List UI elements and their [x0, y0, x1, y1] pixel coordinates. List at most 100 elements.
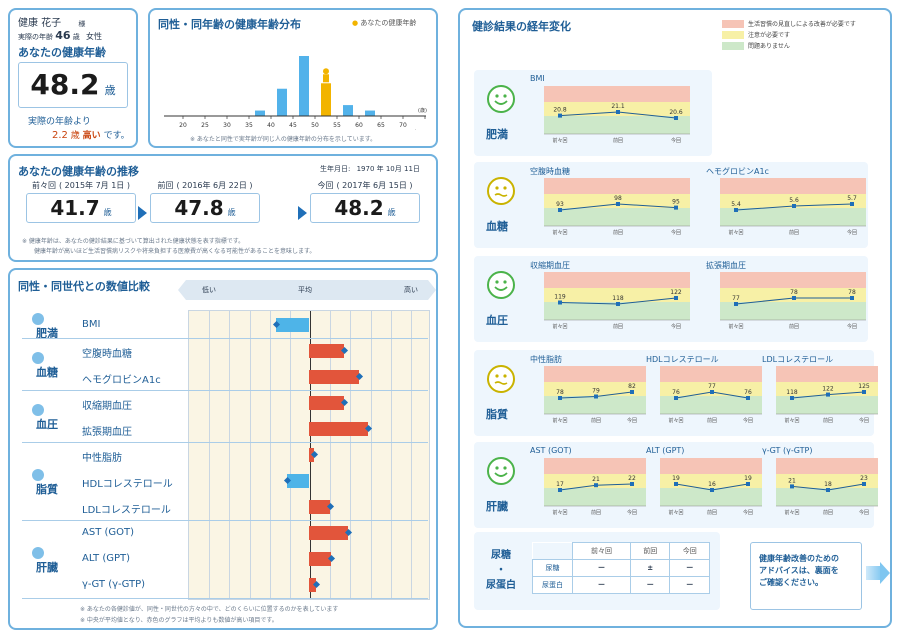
urine-cell: ±	[629, 559, 671, 577]
band-caution	[660, 382, 762, 396]
band-normal	[776, 396, 878, 414]
chart-value: 19	[672, 475, 680, 482]
bottle-icon	[32, 469, 44, 481]
distribution-bar	[255, 110, 265, 116]
band-caution	[544, 288, 690, 302]
distribution-bar	[365, 110, 375, 116]
tick-label: 40	[267, 122, 275, 129]
chart-value: 118	[612, 295, 624, 302]
band-high	[776, 366, 878, 382]
scale-low: 低い	[202, 286, 216, 294]
urine-row-label: 尿蛋白	[532, 576, 573, 594]
legend-swatch	[722, 41, 744, 50]
chart-x-label: 今回	[847, 229, 857, 236]
chart-point	[630, 482, 634, 486]
trend-title: あなたの健康年齢の推移	[18, 165, 139, 178]
history-chart-title: ALT (GPT)	[646, 446, 685, 455]
chart-point	[674, 482, 678, 486]
comparison-note-2: ※ 中央が平均値となり、赤色のグラフは平均よりも数値が高い項目です。	[80, 617, 278, 624]
urine-col-1: 前回	[629, 542, 671, 560]
chart-x-label: 今回	[847, 323, 857, 330]
health-age-unit: 歳	[104, 84, 116, 97]
distribution-legend: あなたの健康年齢	[360, 19, 417, 27]
health-age-value-box: 48.2 歳	[18, 62, 128, 108]
band-high	[544, 178, 690, 194]
face-outline	[487, 365, 515, 393]
chart-value: 21	[788, 477, 796, 484]
chart-value: 82	[628, 383, 636, 390]
chart-value: 5.4	[731, 201, 741, 208]
chart-x-label: 前回	[789, 323, 799, 330]
comparison-scale: 低い 平均 高い	[178, 280, 436, 300]
urine-cell: ー	[629, 576, 671, 594]
chart-x-label: 前々回	[552, 229, 567, 236]
diff-note-prefix: 実際の年齢より	[28, 117, 91, 127]
face-mouth	[494, 193, 508, 197]
grid-line	[390, 311, 392, 599]
face-eye	[503, 186, 507, 190]
legend-item: 注意が必要です	[722, 29, 856, 40]
chart-value: 79	[592, 388, 600, 395]
band-high	[660, 366, 762, 382]
trend-note-1: ※ 健康年齢は、あなたの健診結果に基づいて算出された健康状態を表す指標です。	[22, 238, 245, 245]
chart-x-label: 前々回	[728, 229, 743, 236]
chart-point	[710, 390, 714, 394]
history-title: 健診結果の経年変化	[472, 20, 571, 33]
history-chart: 17 前々回 21 前回 22 今回	[544, 458, 646, 516]
category-divider	[22, 520, 428, 521]
urine-col-2: 今回	[669, 542, 710, 560]
distribution-chart: 20 25 30 35 40 45 50 55 60 65 70 (歳) 以上	[164, 56, 427, 130]
chart-x-label: 前々回	[728, 323, 743, 330]
trend-arrow-icon	[138, 206, 147, 220]
diff-unit: 歳	[70, 131, 80, 141]
chart-x-label: 前々回	[552, 137, 567, 144]
urine-row-protein: 尿蛋白 ー ー ー	[532, 576, 710, 594]
chart-value: 76	[744, 389, 752, 396]
urine-header-row: 前々回 前回 今回	[532, 542, 710, 560]
face-mouth	[494, 286, 508, 291]
patient-name: 健康 花子	[18, 18, 62, 29]
chart-value: 77	[732, 295, 740, 302]
diff-word: 高い	[82, 131, 101, 141]
chart-x-label: 前々回	[552, 509, 567, 516]
chart-point	[558, 300, 562, 305]
chart-value: 78	[790, 289, 798, 296]
comparison-item-label: γ-GT (γ-GTP)	[82, 579, 146, 590]
trend-entry-2: 今回( 2017年 6月 15日 ) 48.2 歳	[310, 180, 420, 232]
chart-x-label: 前回	[591, 417, 601, 424]
advice-box[interactable]: 健康年齢改善のための アドバイスは、裏面を ご確認ください。	[750, 542, 862, 610]
grid-line	[350, 311, 352, 599]
history-chart: 119 前々回 118 前回 122 今回	[544, 272, 690, 330]
urine-card: 尿糖 ・ 尿蛋白 前々回 前回 今回 尿糖 ー ± ー 尿蛋白 ー ー ー	[474, 532, 720, 610]
face-eye	[503, 280, 507, 284]
urine-table: 前々回 前回 今回 尿糖 ー ± ー 尿蛋白 ー ー ー	[532, 542, 710, 594]
comparison-bar	[309, 422, 369, 436]
comparison-item-label: 中性脂肪	[82, 453, 122, 464]
chart-x-label: 今回	[859, 417, 869, 424]
band-high	[660, 458, 762, 474]
history-category: 脂質	[486, 408, 508, 421]
history-category: 肝臓	[486, 500, 508, 513]
age-unit: 歳	[72, 33, 80, 41]
diff-suffix: です。	[103, 131, 130, 141]
chart-x-label: 前々回	[668, 417, 683, 424]
history-chart: 77 前々回 78 前回 78 今回	[720, 272, 866, 330]
person-icon: ●	[352, 19, 359, 27]
trend-entry-0: 前々回( 2015年 7月 1日 ) 41.7 歳	[26, 180, 136, 232]
chart-value: 122	[822, 386, 834, 393]
history-card-2: 血圧 収縮期血圧 119 前々回 118 前回 122 今回 拡張期血圧 77 前々回 78 前回 78 今…	[474, 256, 868, 342]
band-caution	[544, 102, 690, 116]
chart-point	[630, 390, 634, 394]
comparison-bar	[309, 552, 331, 566]
face-icon-good	[486, 456, 516, 486]
history-chart: 78 前々回 79 前回 82 今回	[544, 366, 646, 424]
face-icon-caution	[486, 364, 516, 394]
history-card-4: 肝臓 AST (GOT) 17 前々回 21 前回 22 今回 ALT (GPT) 19 前々回 16…	[474, 442, 878, 528]
tick-label: 25	[201, 122, 209, 129]
chart-value: 118	[786, 389, 798, 396]
advice-line-1: 健康年齢改善のための	[759, 554, 839, 563]
birth-label: 生年月日:	[320, 165, 351, 173]
chart-x-label: 今回	[859, 509, 869, 516]
comparison-title: 同性・同世代との数値比較	[18, 280, 150, 293]
face-eye	[495, 374, 499, 378]
